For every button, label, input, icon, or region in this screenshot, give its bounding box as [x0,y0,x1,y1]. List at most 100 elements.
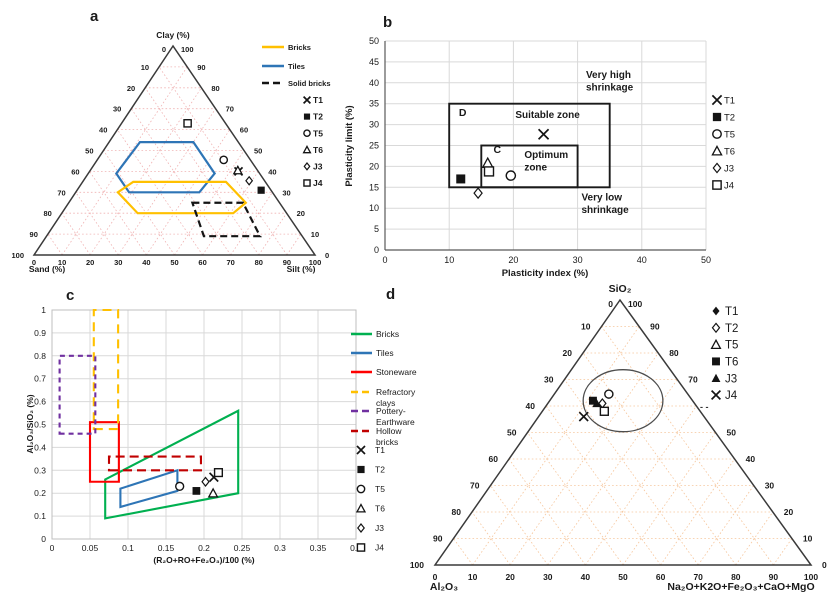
point-T6 [207,487,219,498]
legend-label-T2: T2 [375,465,385,475]
right-tick: 50 [727,428,737,438]
y-tick: 0.7 [34,374,46,384]
left-tick: 100 [410,560,424,570]
right-tick: 30 [282,188,290,197]
axis-bottom-left-label: Al₂O₃ [430,581,458,593]
left-tick: 100 [11,251,24,260]
legend-line-label: Refractory [376,387,416,397]
zone-solid-bricks [190,201,262,238]
legend-marker-T1 [356,445,366,455]
legend-line-label: clays [376,398,395,408]
legend-line-label: Pottery- [376,406,406,416]
panel-b-label: b [383,14,393,31]
right-tick: 20 [297,209,305,218]
legend-marker-T5 [356,484,366,494]
point-T5 [505,170,517,181]
legend-line-label: bricks [376,437,398,447]
legend-label-T6: T6 [725,357,738,369]
left-tick: 90 [433,534,443,544]
left-tick: 50 [85,147,93,156]
legend-label-T2: T2 [725,323,738,335]
x-tick: 10 [444,255,454,265]
legend-marker-T1 [302,95,312,105]
y-tick: 5 [374,224,379,234]
bottom-tick: 10 [58,258,66,267]
legend-marker-T6 [302,145,312,154]
apex-right-label: 100 [628,299,642,309]
right-tick: 40 [268,167,276,176]
point-T2 [456,174,466,184]
legend-label-T1: T1 [375,445,385,455]
axis-bottom-right-label: Na₂O+K2O+Fe₂O₃+CaO+MgO [667,581,814,593]
bottom-tick: 20 [86,258,94,267]
legend-marker-J3 [711,373,721,382]
right-tick: 90 [650,322,660,332]
left-tick: 30 [113,105,121,114]
legend-line-label: Earthware [376,417,415,427]
zone-C [480,144,579,189]
axis-top-label: SiO₂ [609,283,632,295]
right-tick: 40 [746,454,756,464]
x-tick: 0.1 [122,543,134,553]
x-tick: 0.15 [158,543,175,553]
left-tick: 30 [544,375,554,385]
zone-pottery-earthware [58,354,97,435]
zone-hollow-bricks [107,455,203,472]
x-axis-label: (R₂O+RO+Fe₂O₃)/100 (%) [153,555,254,565]
legend-marker-J4 [710,389,722,401]
legend-line-label: Hollow [376,426,402,436]
legend-label-J3: J3 [375,523,384,533]
left-tick: 10 [581,322,591,332]
bottom-tick: 0 [433,572,438,582]
legend-line-label: Bricks [376,329,399,339]
x-tick: 0.4 [350,543,362,553]
apex-left-label: 0 [608,299,613,309]
legend-label-J4: J4 [725,390,738,402]
legend-line-label: Tiles [288,62,305,71]
zone-tiles [114,141,217,194]
legend-marker-J3 [303,162,311,171]
y-tick: 0.4 [34,442,46,452]
point-T1 [578,411,589,422]
legend-marker-T6 [355,503,367,513]
x-tick: 0.2 [198,543,210,553]
bottom-tick: 100 [804,572,818,582]
annotation: Very high [586,70,631,81]
y-tick: 50 [369,36,379,46]
legend-marker-T5 [710,338,722,349]
left-tick: 60 [71,167,79,176]
x-tick: 0.3 [274,543,286,553]
right-tick: 0 [822,560,827,570]
point-J4 [183,119,192,128]
legend-marker-J4 [303,179,311,187]
legend-marker-J3 [357,523,365,533]
bottom-tick: 0 [32,258,36,267]
left-tick: 50 [507,428,517,438]
point-T1 [537,128,550,140]
legend-line-label: Bricks [288,43,311,52]
axis-bottom-left-label: Sand (%) [29,264,66,274]
bottom-tick: 60 [656,572,666,582]
x-axis-label: Plasticity index (%) [502,268,589,279]
zone-text: zone [524,163,547,174]
point-T6 [481,156,494,168]
panel-a: 1020304050607080901009080706050403020100… [11,30,330,274]
zone-text: Optimum [524,150,568,161]
legend-marker-T1 [711,94,723,106]
y-tick: 0.3 [34,465,46,475]
legend-label-T5: T5 [375,484,385,494]
bottom-tick: 50 [618,572,628,582]
point-T6 [232,164,243,175]
axis-bottom-right-label: Silt (%) [287,264,316,274]
legend-marker-T5 [303,129,311,138]
left-tick: 70 [57,188,65,197]
zone-letter-D: D [459,107,467,119]
right-tick: 70 [226,105,234,114]
y-tick: 1 [41,305,46,315]
right-tick: 90 [197,63,205,72]
point-T2 [257,186,265,194]
legend-line-label: Stoneware [376,367,417,377]
point-T5 [175,481,185,491]
y-tick: 0.9 [34,328,46,338]
bottom-tick: 30 [114,258,122,267]
